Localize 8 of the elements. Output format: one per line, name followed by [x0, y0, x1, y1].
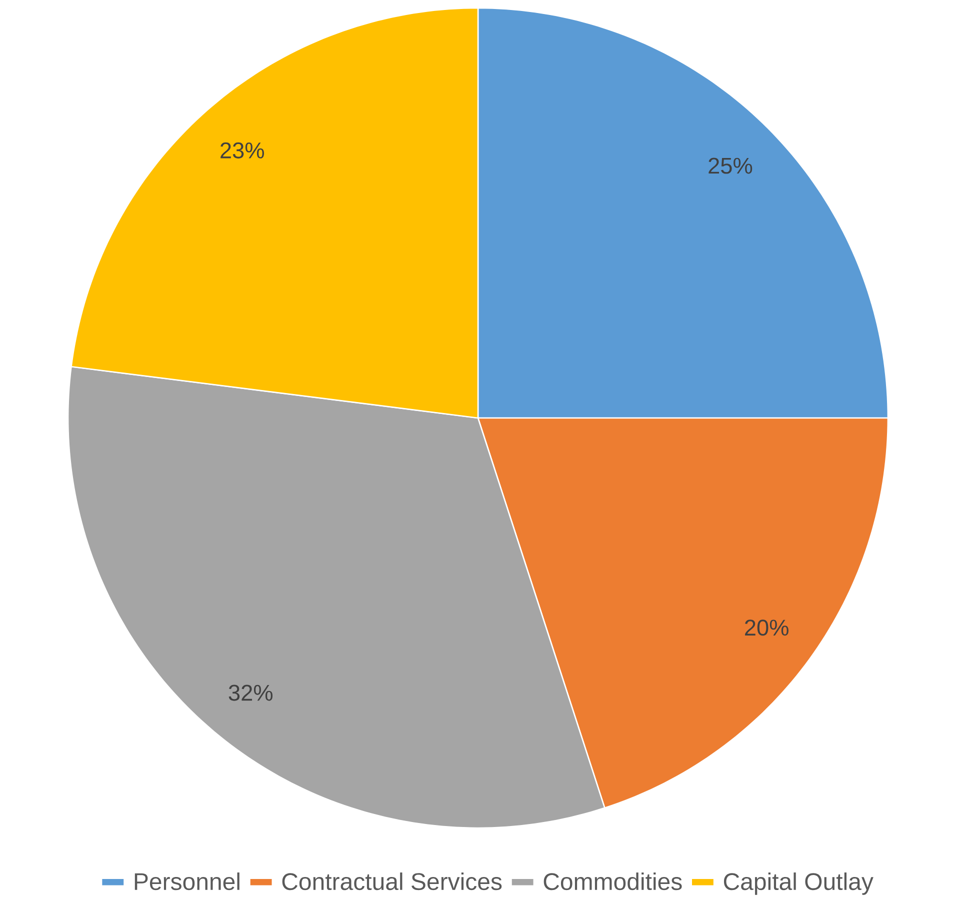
legend-label: Contractual Services: [282, 872, 502, 890]
legend-label: Commodities: [544, 872, 682, 890]
data-label: 32%: [228, 684, 273, 701]
data-label: 23%: [220, 142, 264, 158]
legend-label: Personnel: [134, 872, 240, 890]
legend-label: Capital Outlay: [724, 872, 874, 895]
data-label: 20%: [745, 620, 788, 636]
data-label: 25%: [708, 158, 752, 174]
